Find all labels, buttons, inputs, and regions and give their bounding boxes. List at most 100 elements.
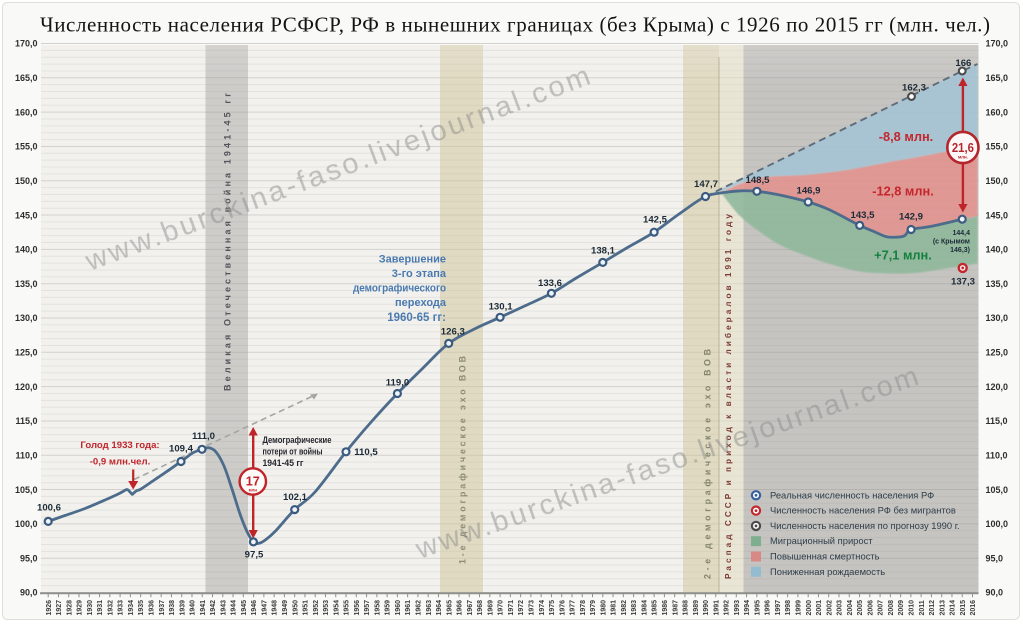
- svg-text:3-го этапа: 3-го этапа: [392, 268, 447, 280]
- svg-text:2016: 2016: [970, 600, 977, 616]
- svg-text:1962: 1962: [416, 600, 423, 616]
- svg-text:1984: 1984: [642, 600, 649, 616]
- svg-text:1987: 1987: [672, 600, 679, 616]
- svg-text:120,0: 120,0: [986, 382, 1009, 392]
- svg-text:(с Крымом: (с Крымом: [933, 239, 970, 246]
- svg-text:1944: 1944: [231, 600, 238, 616]
- svg-text:2001: 2001: [816, 600, 823, 616]
- svg-text:1963: 1963: [426, 600, 433, 616]
- svg-text:1998: 1998: [785, 600, 792, 616]
- svg-text:1978: 1978: [580, 600, 587, 616]
- svg-text:Повышенная смертность: Повышенная смертность: [770, 551, 880, 562]
- svg-text:133,6: 133,6: [538, 278, 562, 289]
- svg-text:1988: 1988: [683, 600, 690, 616]
- svg-text:2007: 2007: [878, 600, 885, 616]
- svg-text:95,0: 95,0: [986, 553, 1004, 563]
- svg-text:140,0: 140,0: [15, 245, 38, 255]
- svg-text:162,3: 162,3: [902, 83, 926, 94]
- svg-text:140,0: 140,0: [986, 245, 1009, 255]
- svg-text:потери от войны: потери от войны: [263, 447, 323, 457]
- svg-text:1993: 1993: [734, 600, 741, 616]
- svg-text:1932: 1932: [107, 600, 114, 616]
- svg-text:1952: 1952: [313, 600, 320, 616]
- svg-text:170,0: 170,0: [986, 39, 1009, 49]
- svg-text:143,5: 143,5: [850, 210, 875, 221]
- svg-text:160,0: 160,0: [986, 107, 1009, 117]
- svg-text:1989: 1989: [693, 600, 700, 616]
- svg-text:1945: 1945: [241, 600, 248, 616]
- svg-text:109,4: 109,4: [169, 444, 194, 455]
- svg-text:Пониженная рождаемость: Пониженная рождаемость: [770, 566, 885, 577]
- svg-text:1947: 1947: [262, 600, 269, 616]
- svg-text:Демографические: Демографические: [263, 435, 332, 445]
- svg-text:1968: 1968: [477, 600, 484, 616]
- svg-text:1961: 1961: [405, 600, 412, 616]
- svg-text:17: 17: [246, 475, 260, 489]
- svg-text:1992: 1992: [724, 600, 731, 616]
- svg-text:155,0: 155,0: [986, 142, 1009, 152]
- svg-text:1931: 1931: [97, 600, 104, 616]
- svg-text:1979: 1979: [590, 600, 597, 616]
- svg-text:142,5: 142,5: [643, 215, 668, 226]
- svg-text:1958: 1958: [374, 600, 381, 616]
- svg-text:110,0: 110,0: [15, 450, 37, 460]
- svg-text:Численность населения РСФСР, Р: Численность населения РСФСР, РФ в нынешн…: [40, 13, 990, 37]
- svg-text:2-е демографическое эхо ВОВ: 2-е демографическое эхо ВОВ: [703, 349, 713, 579]
- svg-text:1959: 1959: [385, 600, 392, 616]
- svg-text:146,9: 146,9: [796, 186, 820, 197]
- svg-text:1960: 1960: [395, 600, 402, 616]
- svg-text:1985: 1985: [652, 600, 659, 616]
- svg-text:1946: 1946: [251, 600, 258, 616]
- svg-text:2005: 2005: [857, 600, 864, 616]
- svg-text:1943: 1943: [220, 600, 227, 616]
- svg-text:145,0: 145,0: [15, 210, 38, 220]
- svg-text:165,0: 165,0: [986, 73, 1009, 83]
- svg-text:Голод 1933 года:: Голод 1933 года:: [80, 440, 159, 451]
- svg-text:120,0: 120,0: [15, 382, 38, 392]
- svg-text:млн.: млн.: [958, 155, 968, 160]
- svg-text:1937: 1937: [159, 600, 166, 616]
- svg-text:1977: 1977: [570, 600, 577, 616]
- svg-text:1976: 1976: [559, 600, 566, 616]
- svg-text:1957: 1957: [364, 600, 371, 616]
- svg-text:2009: 2009: [898, 600, 905, 616]
- svg-text:1974: 1974: [539, 600, 546, 616]
- svg-text:Великая Отечественная война 19: Великая Отечественная война 1941-45 гг: [223, 93, 233, 391]
- svg-text:2010: 2010: [909, 600, 916, 616]
- svg-text:Миграционный прирост: Миграционный прирост: [770, 535, 873, 546]
- svg-text:21,6: 21,6: [952, 140, 974, 155]
- svg-text:млн: млн: [249, 488, 258, 493]
- svg-text:95,0: 95,0: [20, 553, 38, 563]
- svg-text:-12,8 млн.: -12,8 млн.: [872, 184, 934, 199]
- svg-text:1991: 1991: [713, 600, 720, 616]
- svg-text:144,4: 144,4: [952, 230, 970, 237]
- svg-text:100,0: 100,0: [15, 519, 38, 529]
- svg-text:170,0: 170,0: [15, 39, 38, 49]
- svg-text:1967: 1967: [467, 600, 474, 616]
- svg-text:1999: 1999: [796, 600, 803, 616]
- svg-text:1936: 1936: [149, 600, 156, 616]
- svg-text:1969: 1969: [487, 600, 494, 616]
- svg-text:1928: 1928: [66, 600, 73, 616]
- svg-text:130,0: 130,0: [15, 313, 38, 323]
- svg-text:1971: 1971: [508, 600, 515, 616]
- svg-text:+7,1 млн.: +7,1 млн.: [874, 248, 932, 263]
- svg-text:1980: 1980: [600, 600, 607, 616]
- svg-text:1997: 1997: [775, 600, 782, 616]
- svg-text:2008: 2008: [888, 600, 895, 616]
- svg-text:126,3: 126,3: [441, 327, 465, 338]
- svg-text:2013: 2013: [939, 600, 946, 616]
- svg-text:1930: 1930: [87, 600, 94, 616]
- svg-text:125,0: 125,0: [15, 348, 38, 358]
- svg-text:2000: 2000: [806, 600, 813, 616]
- svg-text:148,5: 148,5: [745, 175, 770, 186]
- svg-text:1929: 1929: [77, 600, 84, 616]
- svg-text:Реальная численность населения: Реальная численность населения РФ: [770, 489, 934, 500]
- svg-text:130,0: 130,0: [986, 313, 1009, 323]
- svg-text:перехода: перехода: [395, 297, 447, 309]
- svg-text:Численность населения РФ без м: Численность населения РФ без мигрантов: [770, 505, 956, 516]
- svg-text:2012: 2012: [929, 600, 936, 616]
- svg-text:1996: 1996: [765, 600, 772, 616]
- svg-text:105,0: 105,0: [15, 485, 38, 495]
- svg-text:147,7: 147,7: [694, 179, 718, 190]
